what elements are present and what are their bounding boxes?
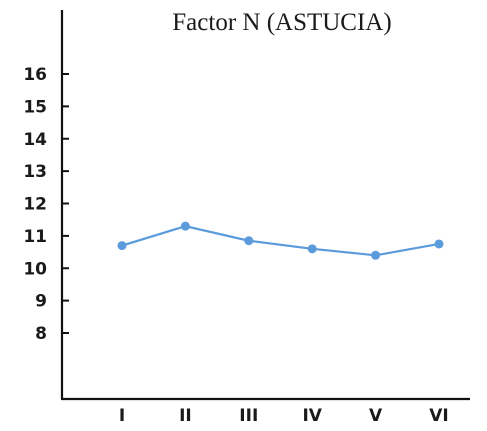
y-tick-label-9: 9 bbox=[35, 292, 47, 312]
y-tick-label-12: 12 bbox=[23, 195, 47, 215]
x-tick-label-I: I bbox=[119, 406, 125, 426]
data-point-V bbox=[371, 250, 381, 260]
y-tick-label-14: 14 bbox=[23, 130, 47, 150]
data-point-I bbox=[117, 241, 127, 251]
y-tick-label-13: 13 bbox=[23, 162, 47, 182]
y-tick-label-10: 10 bbox=[23, 259, 47, 279]
y-axis-ticks: 8 9 10 11 12 13 14 15 16 bbox=[23, 65, 69, 344]
data-point-II bbox=[180, 221, 190, 231]
data-point-IV bbox=[307, 244, 317, 254]
series-line-0 bbox=[121, 225, 440, 257]
chart-title: Factor N (ASTUCIA) bbox=[172, 9, 391, 36]
y-tick-label-16: 16 bbox=[23, 65, 47, 85]
data-series bbox=[117, 221, 444, 260]
x-tick-label-III: III bbox=[239, 406, 258, 426]
x-tick-label-V: V bbox=[369, 406, 383, 426]
x-tick-label-IV: IV bbox=[302, 406, 322, 426]
x-tick-label-VI: VI bbox=[429, 406, 448, 426]
x-tick-label-II: II bbox=[179, 406, 192, 426]
y-tick-label-15: 15 bbox=[23, 97, 47, 117]
y-tick-label-11: 11 bbox=[23, 227, 47, 247]
x-axis-ticks: I II III IV V VI bbox=[119, 406, 449, 426]
data-point-VI bbox=[434, 239, 444, 249]
y-tick-label-8: 8 bbox=[35, 324, 47, 344]
data-point-III bbox=[244, 236, 254, 246]
